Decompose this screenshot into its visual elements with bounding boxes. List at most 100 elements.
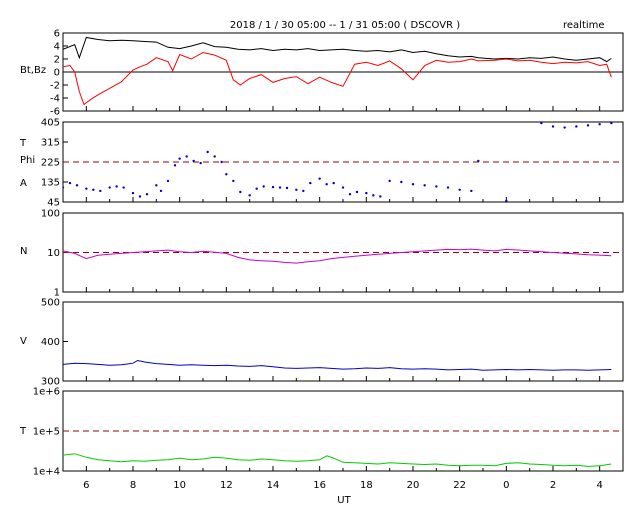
- y-tick-label: 300: [41, 377, 60, 388]
- data-point: [68, 181, 72, 185]
- data-point: [325, 183, 328, 186]
- y-axis-label: Phi: [20, 155, 35, 166]
- data-point: [482, 117, 484, 119]
- y-tick-label: 315: [41, 138, 60, 149]
- y-axis-label: A: [20, 178, 27, 189]
- data-point: [220, 160, 223, 164]
- data-point: [199, 161, 202, 165]
- data-point: [586, 124, 590, 127]
- x-tick-label: 20: [407, 480, 420, 491]
- data-point: [85, 187, 88, 190]
- data-point: [365, 191, 368, 195]
- y-tick-label: 400: [41, 337, 60, 348]
- y-axis-label: T: [19, 138, 27, 149]
- data-point: [206, 150, 209, 154]
- panel-speed: 500 400 300 V: [20, 298, 624, 388]
- x-tick-label: 22: [453, 480, 466, 491]
- realtime-tag: realtime: [563, 20, 605, 31]
- data-point: [470, 189, 473, 193]
- data-point: [400, 180, 403, 184]
- data-point: [540, 122, 543, 125]
- series-density: [63, 248, 612, 264]
- x-tick-label: 12: [220, 480, 233, 491]
- y-axis-label: T: [19, 426, 27, 437]
- data-point: [255, 187, 258, 190]
- data-point: [446, 186, 450, 189]
- data-point: [332, 181, 335, 185]
- data-point: [145, 193, 149, 196]
- y-tick-label: 1: [54, 288, 60, 299]
- data-point: [355, 190, 359, 194]
- y-tick-label: 405: [41, 118, 60, 129]
- x-tick-label: 0: [503, 480, 509, 491]
- y-tick-label: 225: [41, 158, 60, 169]
- data-point: [185, 155, 188, 158]
- y-tick-label: 135: [41, 178, 60, 189]
- series-temperature: [63, 453, 612, 467]
- data-point: [341, 186, 345, 189]
- y-tick-label: 45: [47, 198, 60, 209]
- panel-density: 100 10 1 N: [20, 209, 624, 299]
- data-point: [494, 122, 496, 123]
- data-point: [63, 186, 65, 189]
- data-point: [505, 199, 508, 202]
- y-tick-label: -4: [50, 94, 60, 105]
- data-point: [166, 179, 170, 183]
- data-point: [435, 185, 438, 188]
- x-tick-label: 10: [173, 480, 186, 491]
- data-point: [411, 183, 415, 186]
- data-point: [262, 185, 265, 188]
- data-point: [271, 185, 275, 189]
- data-point: [92, 188, 95, 191]
- data-point: [232, 179, 235, 183]
- y-tick-label: 4: [54, 42, 60, 53]
- data-point: [239, 190, 242, 194]
- x-axis-label: UT: [337, 495, 351, 506]
- data-point: [348, 193, 352, 196]
- data-point: [155, 184, 158, 187]
- data-point: [248, 194, 251, 197]
- y-tick-label: 100: [41, 209, 60, 220]
- y-tick-label: 10: [47, 248, 60, 259]
- data-point: [131, 191, 135, 195]
- data-point: [192, 159, 195, 163]
- y-tick-label: 0: [54, 68, 60, 79]
- x-tick-label: 8: [130, 480, 136, 491]
- y-tick-label: 1e+4: [33, 467, 60, 478]
- y-tick-label: -2: [50, 81, 60, 92]
- series-phi: [63, 117, 613, 202]
- x-tick-label: 4: [596, 480, 602, 491]
- data-point: [108, 186, 111, 189]
- y-axis-label: N: [20, 246, 27, 257]
- data-point: [575, 125, 578, 128]
- y-tick-label: 500: [41, 298, 60, 309]
- x-tick-label: 14: [267, 480, 280, 491]
- data-point: [178, 157, 181, 160]
- y-axis-label: V: [20, 336, 27, 347]
- x-tick-label: 2: [550, 480, 556, 491]
- data-point: [379, 195, 382, 198]
- data-point: [99, 189, 102, 193]
- data-point: [598, 123, 601, 126]
- y-tick-label: 6: [54, 29, 60, 40]
- y-tick-label: 1e+5: [33, 427, 60, 438]
- y-tick-label: -6: [50, 107, 60, 118]
- data-point: [318, 177, 321, 180]
- data-point: [529, 122, 531, 123]
- data-point: [122, 186, 125, 189]
- data-point: [610, 122, 613, 125]
- panel-bt-bz: 6 4 2 0 -2 -4 -6 Bt,Bz: [20, 29, 624, 118]
- panel-phi: 405 315 225 135 45 T Phi A: [19, 117, 624, 209]
- data-point: [551, 125, 555, 128]
- data-point: [423, 184, 426, 187]
- data-point: [458, 188, 461, 191]
- x-tick-label: 16: [313, 480, 326, 491]
- data-point: [213, 155, 216, 158]
- data-point: [173, 164, 177, 167]
- x-tick-label: 6: [83, 480, 89, 491]
- data-point: [278, 186, 282, 189]
- data-point: [477, 159, 480, 163]
- x-tick-labels: 6 8 10 12 14 16 18 20 22 0 2 4: [83, 480, 603, 491]
- x-tick-label: 18: [360, 480, 373, 491]
